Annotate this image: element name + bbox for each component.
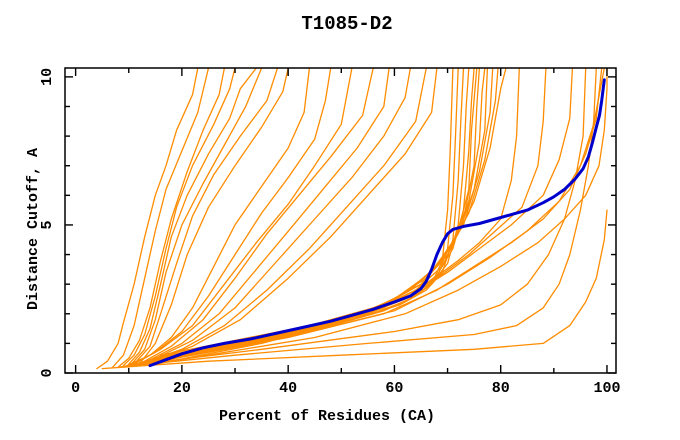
model-curve xyxy=(128,68,263,368)
model-curve xyxy=(159,68,605,362)
model-curve xyxy=(101,209,608,370)
y-tick-label: 10 xyxy=(39,68,56,86)
model-curve xyxy=(122,68,236,367)
y-axis-label: Distance Cutoff, A xyxy=(25,148,42,310)
model-curve xyxy=(128,68,587,367)
x-tick-label: 0 xyxy=(71,380,80,397)
model-curve xyxy=(144,68,390,364)
model-curve xyxy=(128,68,257,365)
y-tick-label: 5 xyxy=(39,220,56,229)
model-curve xyxy=(138,68,374,365)
model-curve xyxy=(117,68,597,368)
model-curve xyxy=(144,68,438,365)
model-curve xyxy=(144,68,478,362)
model-curve xyxy=(144,68,520,365)
model-curve xyxy=(112,68,210,368)
model-curve xyxy=(117,68,226,368)
model-curve xyxy=(138,68,289,365)
model-curve xyxy=(122,68,311,368)
x-tick-label: 80 xyxy=(492,380,510,397)
x-tick-label: 60 xyxy=(385,380,403,397)
highlight-curve xyxy=(148,78,606,368)
model-curve xyxy=(154,68,489,359)
model-curve xyxy=(133,68,353,365)
x-tick-label: 20 xyxy=(173,380,191,397)
model-curve xyxy=(138,68,427,365)
model-curve xyxy=(133,68,459,365)
y-tick-label: 0 xyxy=(39,368,56,377)
model-curve xyxy=(128,68,332,367)
model-curve xyxy=(149,68,547,364)
x-tick-label: 100 xyxy=(593,380,620,397)
model-curve xyxy=(149,68,412,362)
axes-layer: 0 20 40 60 80 100 0 5 10 xyxy=(39,67,620,397)
model-curve xyxy=(170,68,608,362)
plot-frame xyxy=(64,67,617,374)
x-axis-label: Percent of Residues (CA) xyxy=(219,408,435,425)
x-tick-label: 40 xyxy=(279,380,297,397)
model-curve xyxy=(96,68,199,370)
model-curve xyxy=(128,68,454,367)
model-curve xyxy=(133,68,279,365)
curves-layer xyxy=(96,68,608,370)
model-curve xyxy=(154,68,574,365)
chart-title: T1085-D2 xyxy=(301,13,392,35)
model-curve xyxy=(144,68,475,365)
